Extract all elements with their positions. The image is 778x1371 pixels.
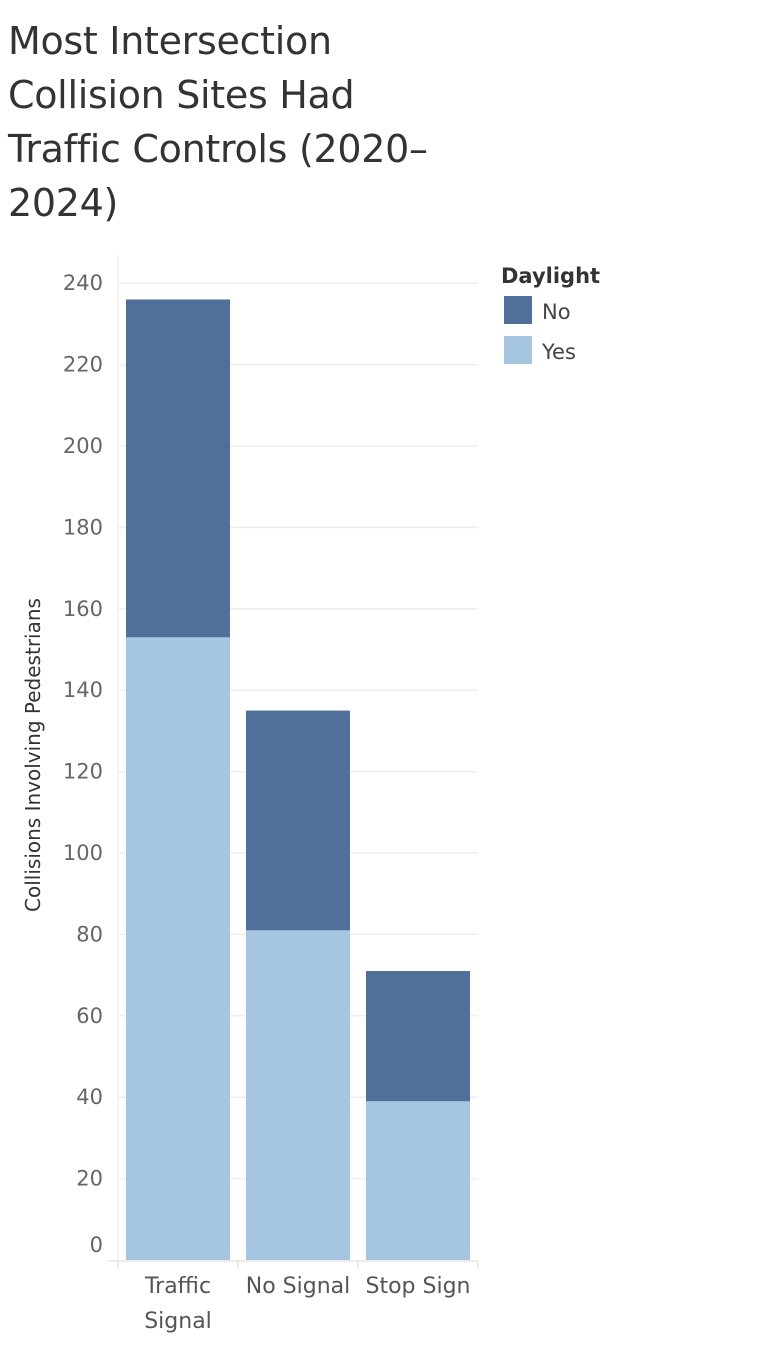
y-tick-label: 60 [76, 1004, 103, 1028]
x-category-label: Traffic [144, 1274, 211, 1299]
x-category-label: Signal [144, 1309, 212, 1334]
x-category-label: No Signal [246, 1274, 351, 1299]
legend-swatch-yes [504, 336, 532, 364]
chart-title: Most Intersection Collision Sites Had Tr… [8, 19, 428, 225]
y-tick-label: 40 [76, 1085, 103, 1109]
bar-segment-yes-1 [246, 930, 350, 1260]
bar-segment-no-1 [246, 710, 350, 931]
legend: Daylight No Yes [501, 264, 600, 364]
y-tick-label: 20 [76, 1167, 103, 1191]
y-tick-label: 180 [63, 515, 103, 539]
legend-swatch-no [504, 296, 532, 324]
y-tick-label: 100 [63, 841, 103, 865]
y-tick-label: 240 [63, 271, 103, 295]
x-category-label: Stop Sign [366, 1274, 471, 1299]
y-tick-label: 120 [63, 760, 103, 784]
bar-segment-no-2 [366, 971, 470, 1102]
bar-segment-yes-2 [366, 1101, 470, 1260]
bar-segment-no-0 [126, 299, 230, 638]
bars [126, 299, 470, 1260]
legend-title: Daylight [501, 264, 600, 288]
y-tick-label: 160 [63, 597, 103, 621]
y-tick-label: 220 [63, 353, 103, 377]
x-axis-labels: Traffic Signal No Signal Stop Sign [144, 1274, 471, 1334]
y-tick-label: 0 [90, 1233, 103, 1257]
bar-segment-yes-0 [126, 637, 230, 1260]
y-axis-ticks: 0 20 40 60 80 100 120 140 160 180 200 220 240 [63, 271, 103, 1257]
y-axis-label: Collisions Involving Pedestrians [21, 598, 45, 912]
y-tick-label: 140 [63, 678, 103, 702]
legend-label-no: No [542, 300, 571, 324]
axes [108, 255, 479, 1268]
legend-label-yes: Yes [541, 340, 576, 364]
y-tick-label: 80 [76, 922, 103, 946]
y-tick-label: 200 [63, 434, 103, 458]
